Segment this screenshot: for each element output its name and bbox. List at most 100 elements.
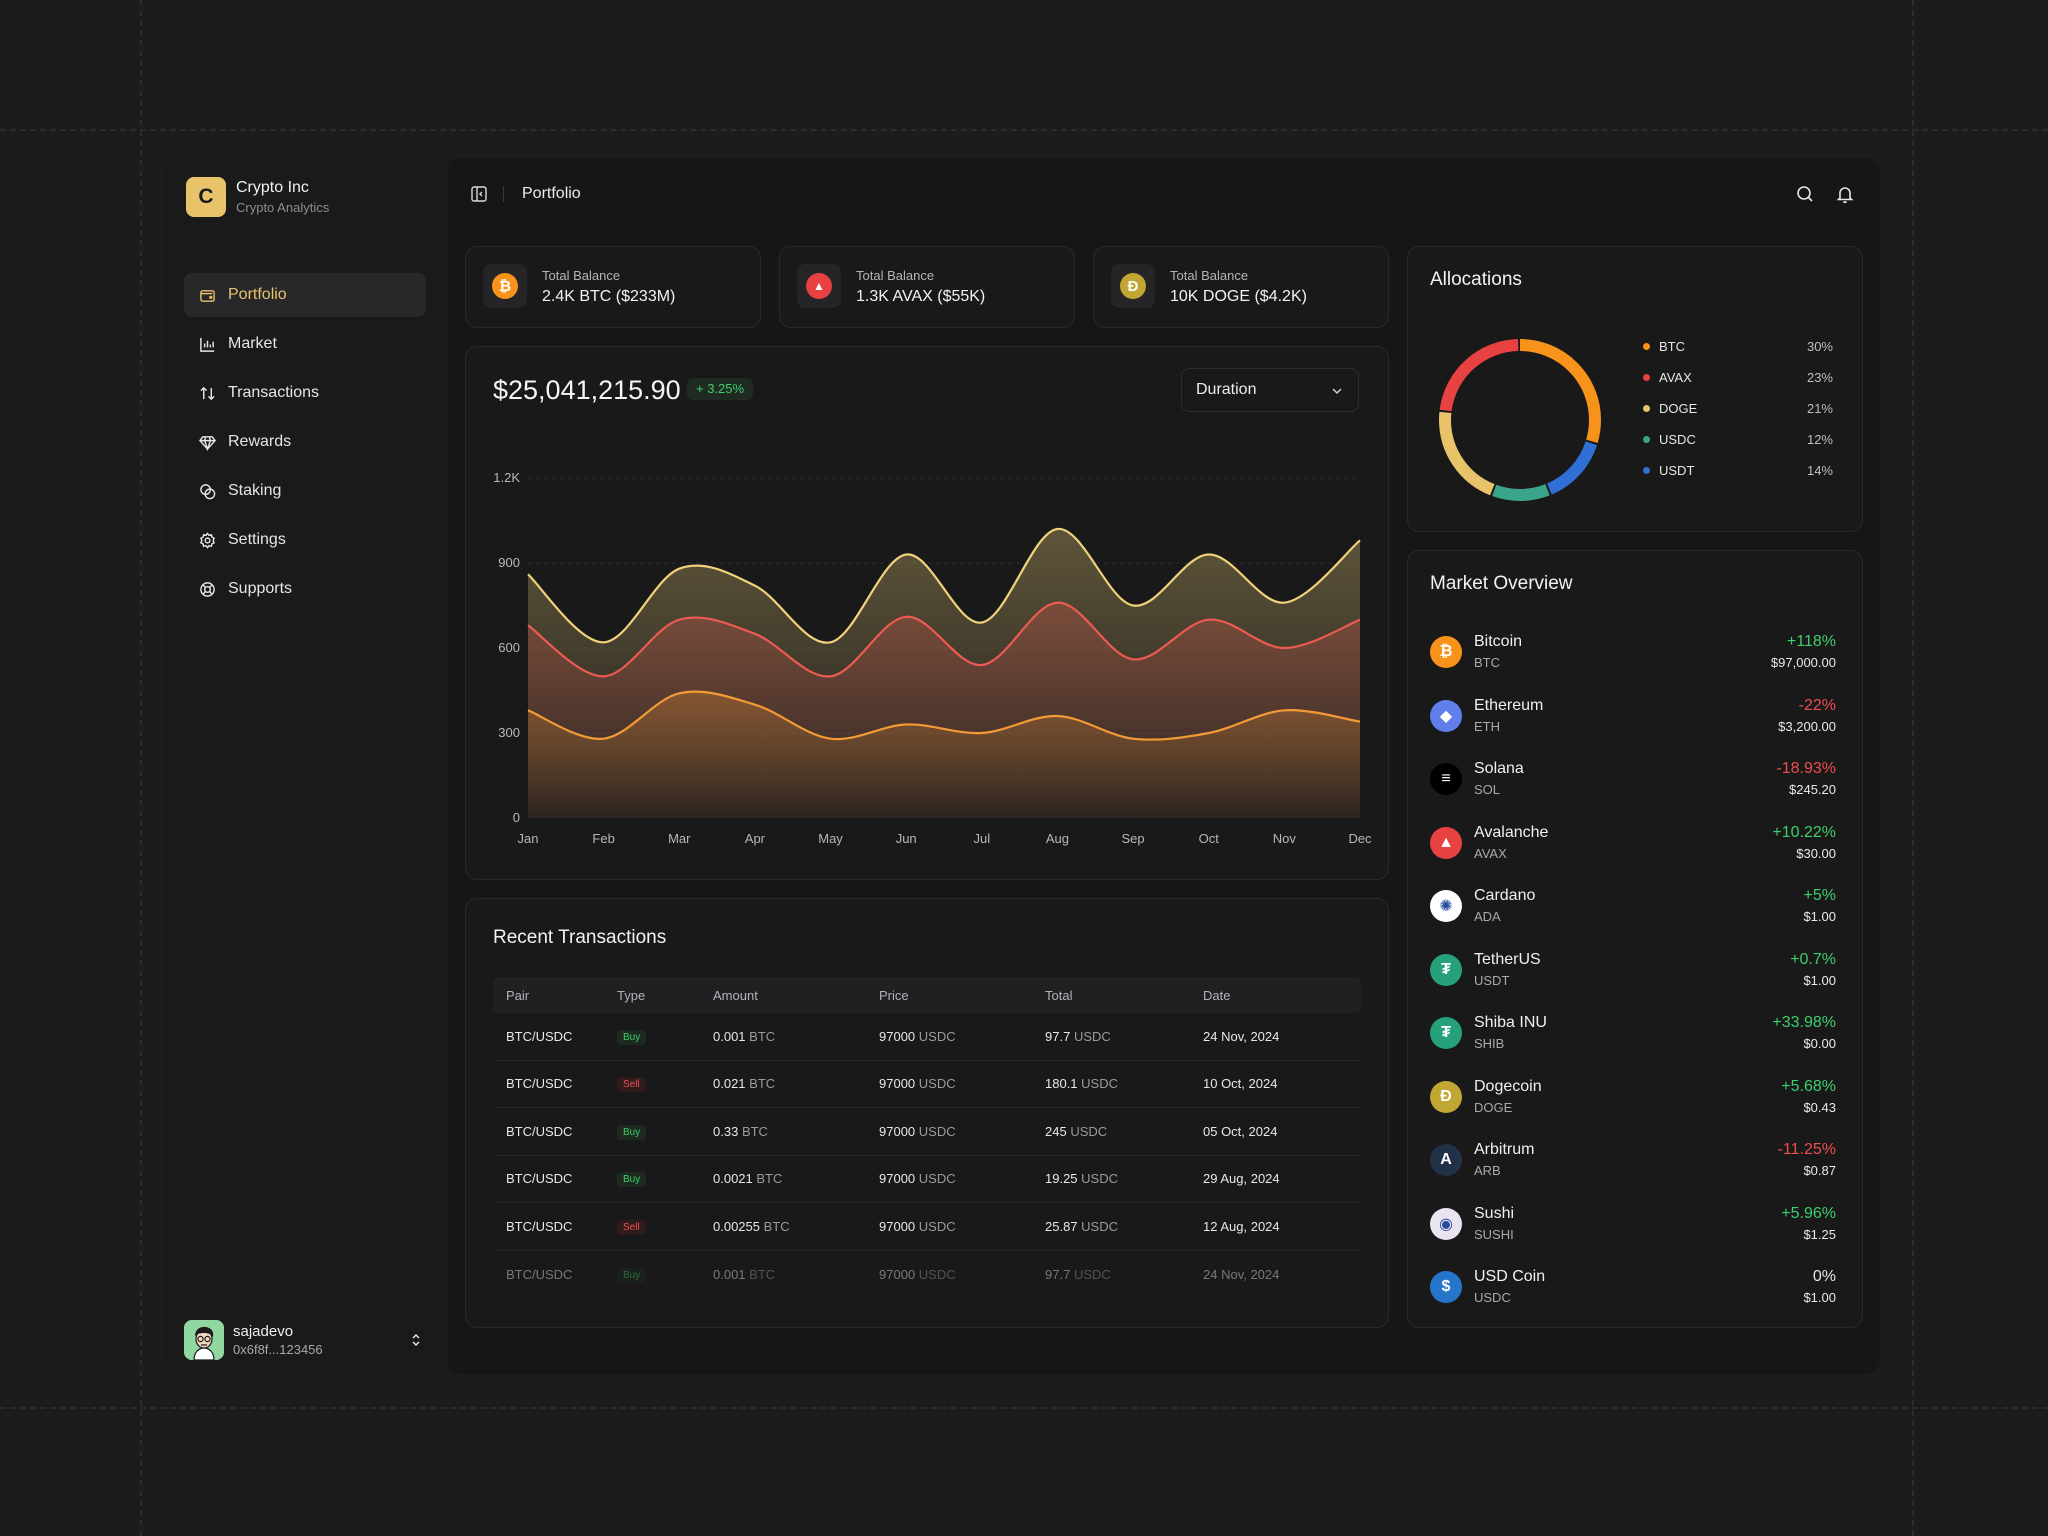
market-row-usdc[interactable]: $ USD Coin USDC 0% $1.00 (1430, 1264, 1836, 1310)
total-value: 97.7 (1045, 1266, 1071, 1282)
donut-slice-doge (1439, 339, 1601, 501)
coin-symbol: SUSHI (1474, 1226, 1514, 1242)
cell-type: Buy (604, 1266, 700, 1283)
wallet-icon (198, 286, 216, 304)
table-row[interactable]: BTC/USDC Buy 0.0021 BTC 97000 USDC 19.25 USD… (493, 1156, 1361, 1203)
x-tick-label: Jan (518, 831, 539, 846)
transactions-card: Recent Transactions Pair Type Amount Pri… (465, 898, 1389, 1328)
chevron-down-icon (1332, 388, 1342, 395)
sidebar-item-rewards[interactable]: Rewards (184, 420, 426, 464)
type-badge: Sell (617, 1077, 646, 1093)
col-amount: Amount (713, 987, 758, 1003)
amount-value: 0.001 (713, 1266, 746, 1282)
chevron-updown-icon[interactable] (406, 1330, 426, 1350)
duration-label: Duration (1196, 381, 1257, 398)
market-row-shib[interactable]: ₮ Shiba INU SHIB +33.98% $0.00 (1430, 1010, 1836, 1056)
table-row[interactable]: BTC/USDC Buy 0.001 BTC 97000 USDC 97.7 USDC 2… (493, 1013, 1361, 1061)
coin-name: Shiba INU (1474, 1014, 1547, 1031)
cell-pair: BTC/USDC (506, 1266, 573, 1282)
col-price: Price (879, 987, 909, 1003)
guide-line-left (140, 0, 142, 1536)
coin-name: Avalanche (1474, 823, 1549, 841)
legend-value: 23% (1806, 370, 1833, 385)
market-row-doge[interactable]: Ð Dogecoin DOGE +5.68% $0.43 (1430, 1074, 1836, 1120)
coin-change: +118% (1786, 633, 1836, 650)
coin-name: TetherUS (1474, 950, 1541, 968)
btc-icon: ₿ (1430, 636, 1462, 668)
market-row-ada[interactable]: ✺ Cardano ADA +5% $1.00 (1430, 883, 1836, 929)
total-value: 25.87 (1045, 1218, 1078, 1234)
gear-icon (198, 531, 216, 549)
cell-date: 10 Oct, 2024 (1203, 1076, 1278, 1092)
transactions-table: Pair Type Amount Price Total Date BTC/US… (493, 977, 1361, 1298)
sidebar-item-transactions[interactable]: Transactions (184, 371, 426, 415)
x-tick-label: Sep (1122, 831, 1145, 846)
type-badge: Buy (617, 1267, 647, 1283)
app-window: C Crypto Inc Crypto Analytics Portfolio … (165, 158, 1880, 1374)
brand-name: Crypto Inc (236, 179, 309, 196)
cell-date: 24 Nov, 2024 (1203, 1266, 1280, 1282)
coin-name: Sushi (1474, 1204, 1515, 1222)
amount-value: 0.0021 (713, 1171, 753, 1187)
page-title: Portfolio (522, 185, 581, 202)
x-tick-label: Feb (592, 831, 614, 846)
balance-card-avax[interactable]: ▲ Total Balance 1.3K AVAX ($55K) (779, 246, 1075, 328)
legend-dot (1643, 343, 1650, 350)
coin-price: $30.00 (1796, 845, 1836, 861)
coin-price: $97,000.00 (1770, 655, 1836, 670)
market-row-avax[interactable]: ▲ Avalanche AVAX +10.22% $30.00 (1430, 820, 1836, 866)
sushi-icon: ◉ (1430, 1207, 1462, 1240)
x-tick-label: Jul (974, 831, 991, 846)
table-row[interactable]: BTC/USDC Buy 0.33 BTC 97000 USDC 245 USDC 05 … (493, 1108, 1361, 1156)
cell-type: Sell (604, 1075, 700, 1093)
price-value: 97000 (879, 1171, 916, 1187)
btc-icon: ₿ (483, 264, 527, 308)
sidebar-item-staking[interactable]: Staking (184, 469, 426, 513)
search-icon[interactable] (1795, 184, 1815, 204)
x-tick-label: Dec (1348, 831, 1372, 846)
bell-icon[interactable] (1835, 184, 1855, 204)
market-row-usdt[interactable]: ₮ TetherUS USDT +0.7% $1.00 (1430, 947, 1836, 993)
user-profile[interactable]: sajadevo 0x6f8f...123456 (184, 1320, 426, 1360)
sidebar-item-settings[interactable]: Settings (184, 518, 426, 562)
legend-value: 14% (1806, 463, 1833, 478)
brand[interactable]: C Crypto Inc Crypto Analytics (186, 177, 329, 217)
cell-price: 97000 USDC (866, 1076, 1032, 1091)
cell-price: 97000 USDC (866, 1171, 1032, 1186)
guide-line-right (1912, 0, 1914, 1536)
sidebar-item-label: Market (228, 335, 277, 352)
table-row[interactable]: BTC/USDC Buy 0.001 BTC 97000 USDC 97.7 USDC 2… (493, 1251, 1361, 1299)
sidebar-item-label: Rewards (228, 433, 292, 450)
x-tick-label: May (818, 831, 843, 846)
sidebar-item-portfolio[interactable]: Portfolio (184, 273, 426, 317)
duration-dropdown[interactable]: Duration (1181, 368, 1359, 412)
cell-amount: 0.00255 BTC (700, 1219, 866, 1234)
cell-amount: 0.33 BTC (700, 1124, 866, 1139)
balance-card-doge[interactable]: Ð Total Balance 10K DOGE ($4.2K) (1093, 246, 1389, 328)
market-row-sol[interactable]: ≡ Solana SOL -18.93% $245.20 (1430, 756, 1836, 802)
total-unit: USDC (1081, 1076, 1119, 1092)
market-row-sushi[interactable]: ◉ Sushi SUSHI +5.96% $1.25 (1430, 1201, 1836, 1247)
table-header: Pair Type Amount Price Total Date (493, 977, 1361, 1013)
type-badge: Buy (617, 1172, 647, 1188)
table-row[interactable]: BTC/USDC Sell 0.00255 BTC 97000 USDC 25.87 U… (493, 1203, 1361, 1251)
sidebar-item-supports[interactable]: Supports (184, 567, 426, 611)
coin-name: Arbitrum (1474, 1141, 1535, 1158)
type-badge: Buy (617, 1029, 647, 1045)
balance-value: 2.4K BTC ($233M) (542, 288, 676, 305)
table-row[interactable]: BTC/USDC Sell 0.021 BTC 97000 USDC 180.1 USD… (493, 1061, 1361, 1108)
coin-name: Bitcoin (1474, 633, 1523, 650)
sidebar-item-market[interactable]: Market (184, 322, 426, 366)
market-row-eth[interactable]: ◆ Ethereum ETH -22% $3,200.00 (1430, 693, 1836, 739)
avax-icon: ▲ (797, 264, 841, 308)
allocations-donut-chart (1439, 339, 1601, 501)
market-row-btc[interactable]: ₿ Bitcoin BTC +118% $97,000.00 (1430, 629, 1836, 675)
market-row-arb[interactable]: A Arbitrum ARB -11.25% $0.87 (1430, 1137, 1836, 1183)
total-unit: USDC (1073, 1028, 1111, 1044)
col-date: Date (1203, 987, 1231, 1003)
balance-card-btc[interactable]: ₿ Total Balance 2.4K BTC ($233M) (465, 246, 761, 328)
legend-item-doge: DOGE 21% (1643, 399, 1833, 419)
sidebar-item-label: Settings (228, 531, 286, 548)
arrows-icon (198, 384, 216, 402)
sidebar-toggle-icon[interactable] (470, 185, 488, 203)
